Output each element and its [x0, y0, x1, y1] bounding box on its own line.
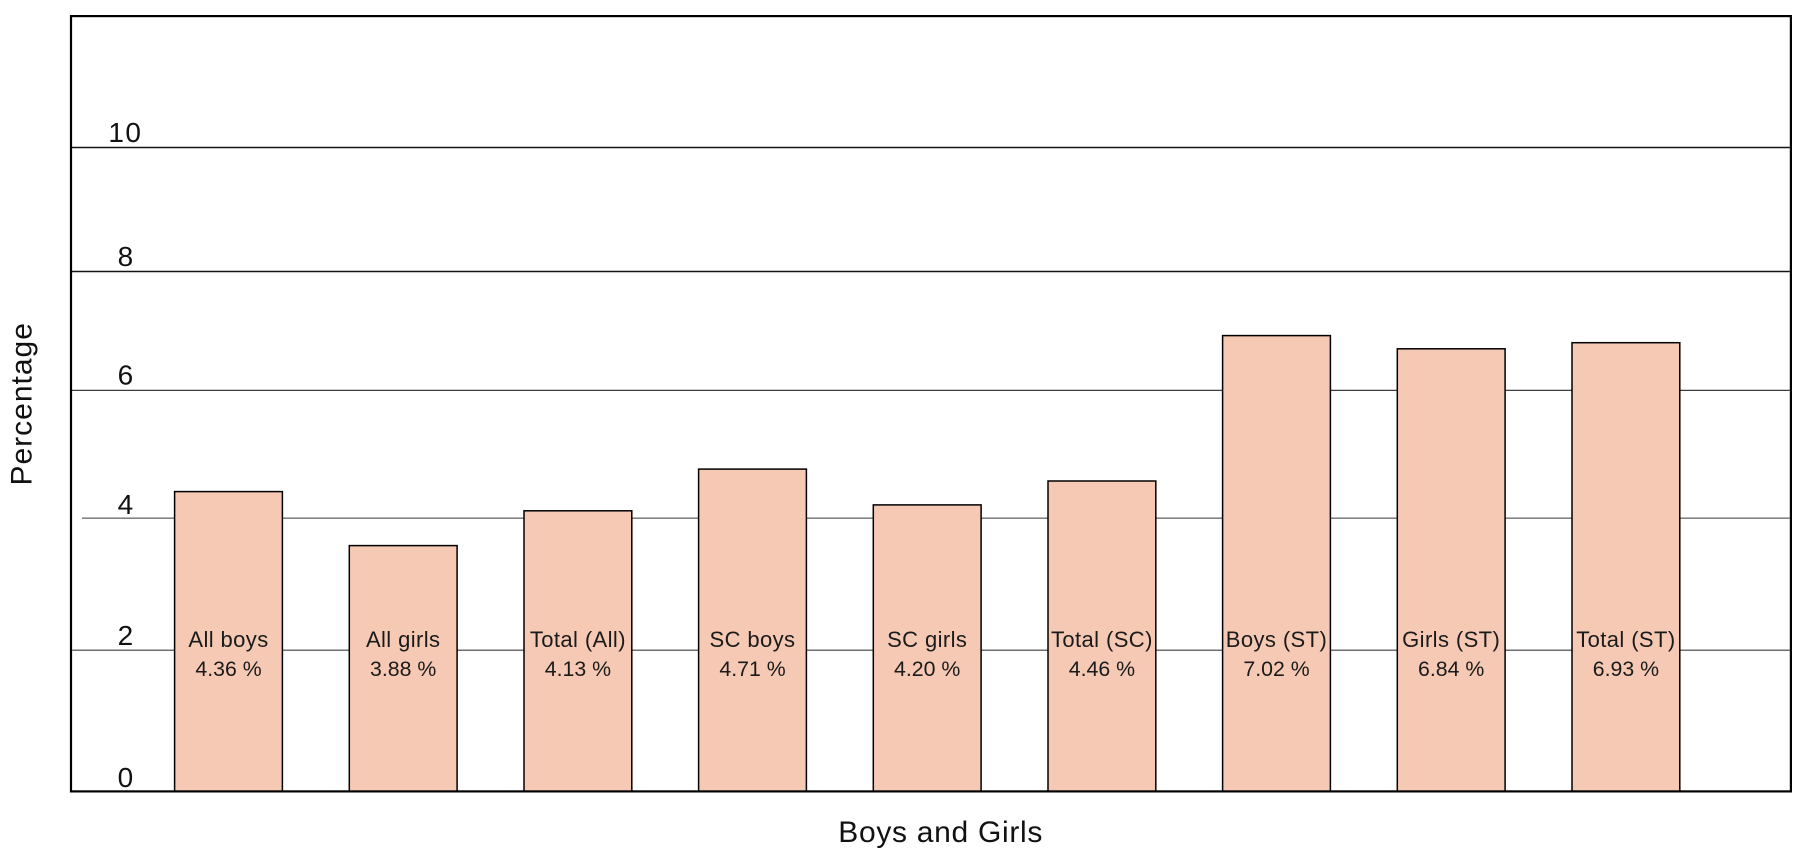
svg-text:All boys: All boys	[188, 627, 268, 652]
svg-text:6.84 %: 6.84 %	[1418, 657, 1484, 681]
svg-text:Boys and Girls: Boys and Girls	[838, 816, 1043, 849]
svg-text:Boys (ST): Boys (ST)	[1226, 627, 1327, 652]
svg-text:SC girls: SC girls	[887, 627, 967, 652]
svg-text:2: 2	[118, 620, 134, 651]
svg-text:4: 4	[118, 489, 134, 520]
svg-text:4.46 %: 4.46 %	[1069, 657, 1135, 681]
svg-text:6: 6	[118, 360, 134, 391]
svg-text:10: 10	[108, 117, 142, 148]
svg-text:4.20 %: 4.20 %	[894, 657, 960, 681]
svg-text:Total (All): Total (All)	[530, 627, 626, 652]
svg-text:7.02 %: 7.02 %	[1243, 657, 1309, 681]
svg-text:Girls (ST): Girls (ST)	[1402, 627, 1500, 652]
svg-text:Total (SC): Total (SC)	[1051, 627, 1153, 652]
svg-text:4.36 %: 4.36 %	[195, 657, 261, 681]
svg-text:Total (ST): Total (ST)	[1576, 627, 1675, 652]
svg-text:4.71 %: 4.71 %	[719, 657, 785, 681]
svg-text:3.88 %: 3.88 %	[370, 657, 436, 681]
svg-text:6.93 %: 6.93 %	[1593, 657, 1659, 681]
svg-text:4.13 %: 4.13 %	[545, 657, 611, 681]
svg-text:0: 0	[118, 762, 134, 793]
svg-text:All girls: All girls	[366, 627, 441, 652]
svg-text:SC boys: SC boys	[710, 627, 796, 652]
svg-text:8: 8	[118, 241, 134, 272]
svg-text:Percentage: Percentage	[6, 322, 39, 485]
